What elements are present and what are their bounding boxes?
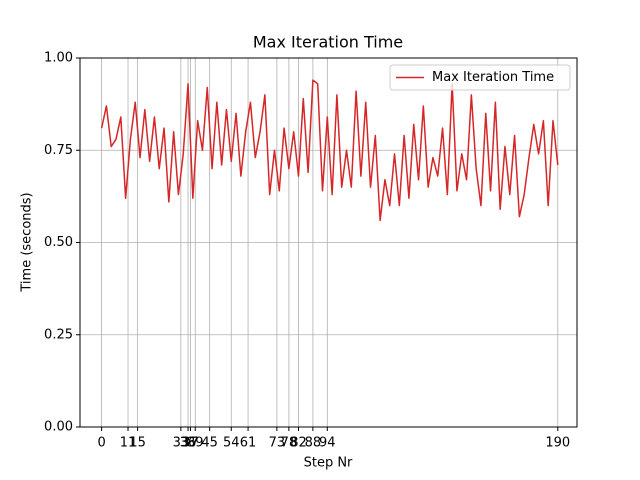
x-tick-label: 45: [201, 436, 218, 451]
legend: Max Iteration Time: [389, 64, 571, 91]
y-axis-label: Time (seconds): [20, 192, 35, 292]
legend-box: [389, 64, 571, 91]
x-tick-label: 39: [187, 436, 204, 451]
chart-title: Max Iteration Time: [253, 33, 403, 52]
x-tick-label: 94: [319, 436, 336, 451]
y-tick-label: 0.25: [44, 327, 73, 342]
x-tick-label: 37: [182, 436, 199, 451]
y-tick-label: 1.00: [44, 51, 73, 66]
data-line: [100, 79, 559, 222]
x-tick-label: 78: [281, 436, 298, 451]
plot-area: [100, 79, 559, 222]
legend-label: Max Iteration Time: [432, 70, 554, 85]
x-tick-label: 88: [305, 436, 322, 451]
grid: [80, 57, 577, 428]
x-tick-label: 33: [173, 436, 190, 451]
x-axis-label: Step Nr: [304, 456, 353, 471]
x-tick-label: 36: [180, 436, 197, 451]
x-tick-label: 61: [240, 436, 257, 451]
x-tick-label: 0: [97, 436, 105, 451]
x-tick-label: 190: [545, 436, 570, 451]
x-tick-label: 73: [269, 436, 286, 451]
y-tick-label: 0.50: [44, 235, 73, 250]
y-tick-label: 0.00: [44, 420, 73, 435]
x-tick-label: 82: [290, 436, 307, 451]
x-tick-label: 11: [120, 436, 137, 451]
x-tick-label: 15: [129, 436, 146, 451]
y-tick-label: 0.75: [44, 143, 73, 158]
x-tick-label: 54: [223, 436, 240, 451]
